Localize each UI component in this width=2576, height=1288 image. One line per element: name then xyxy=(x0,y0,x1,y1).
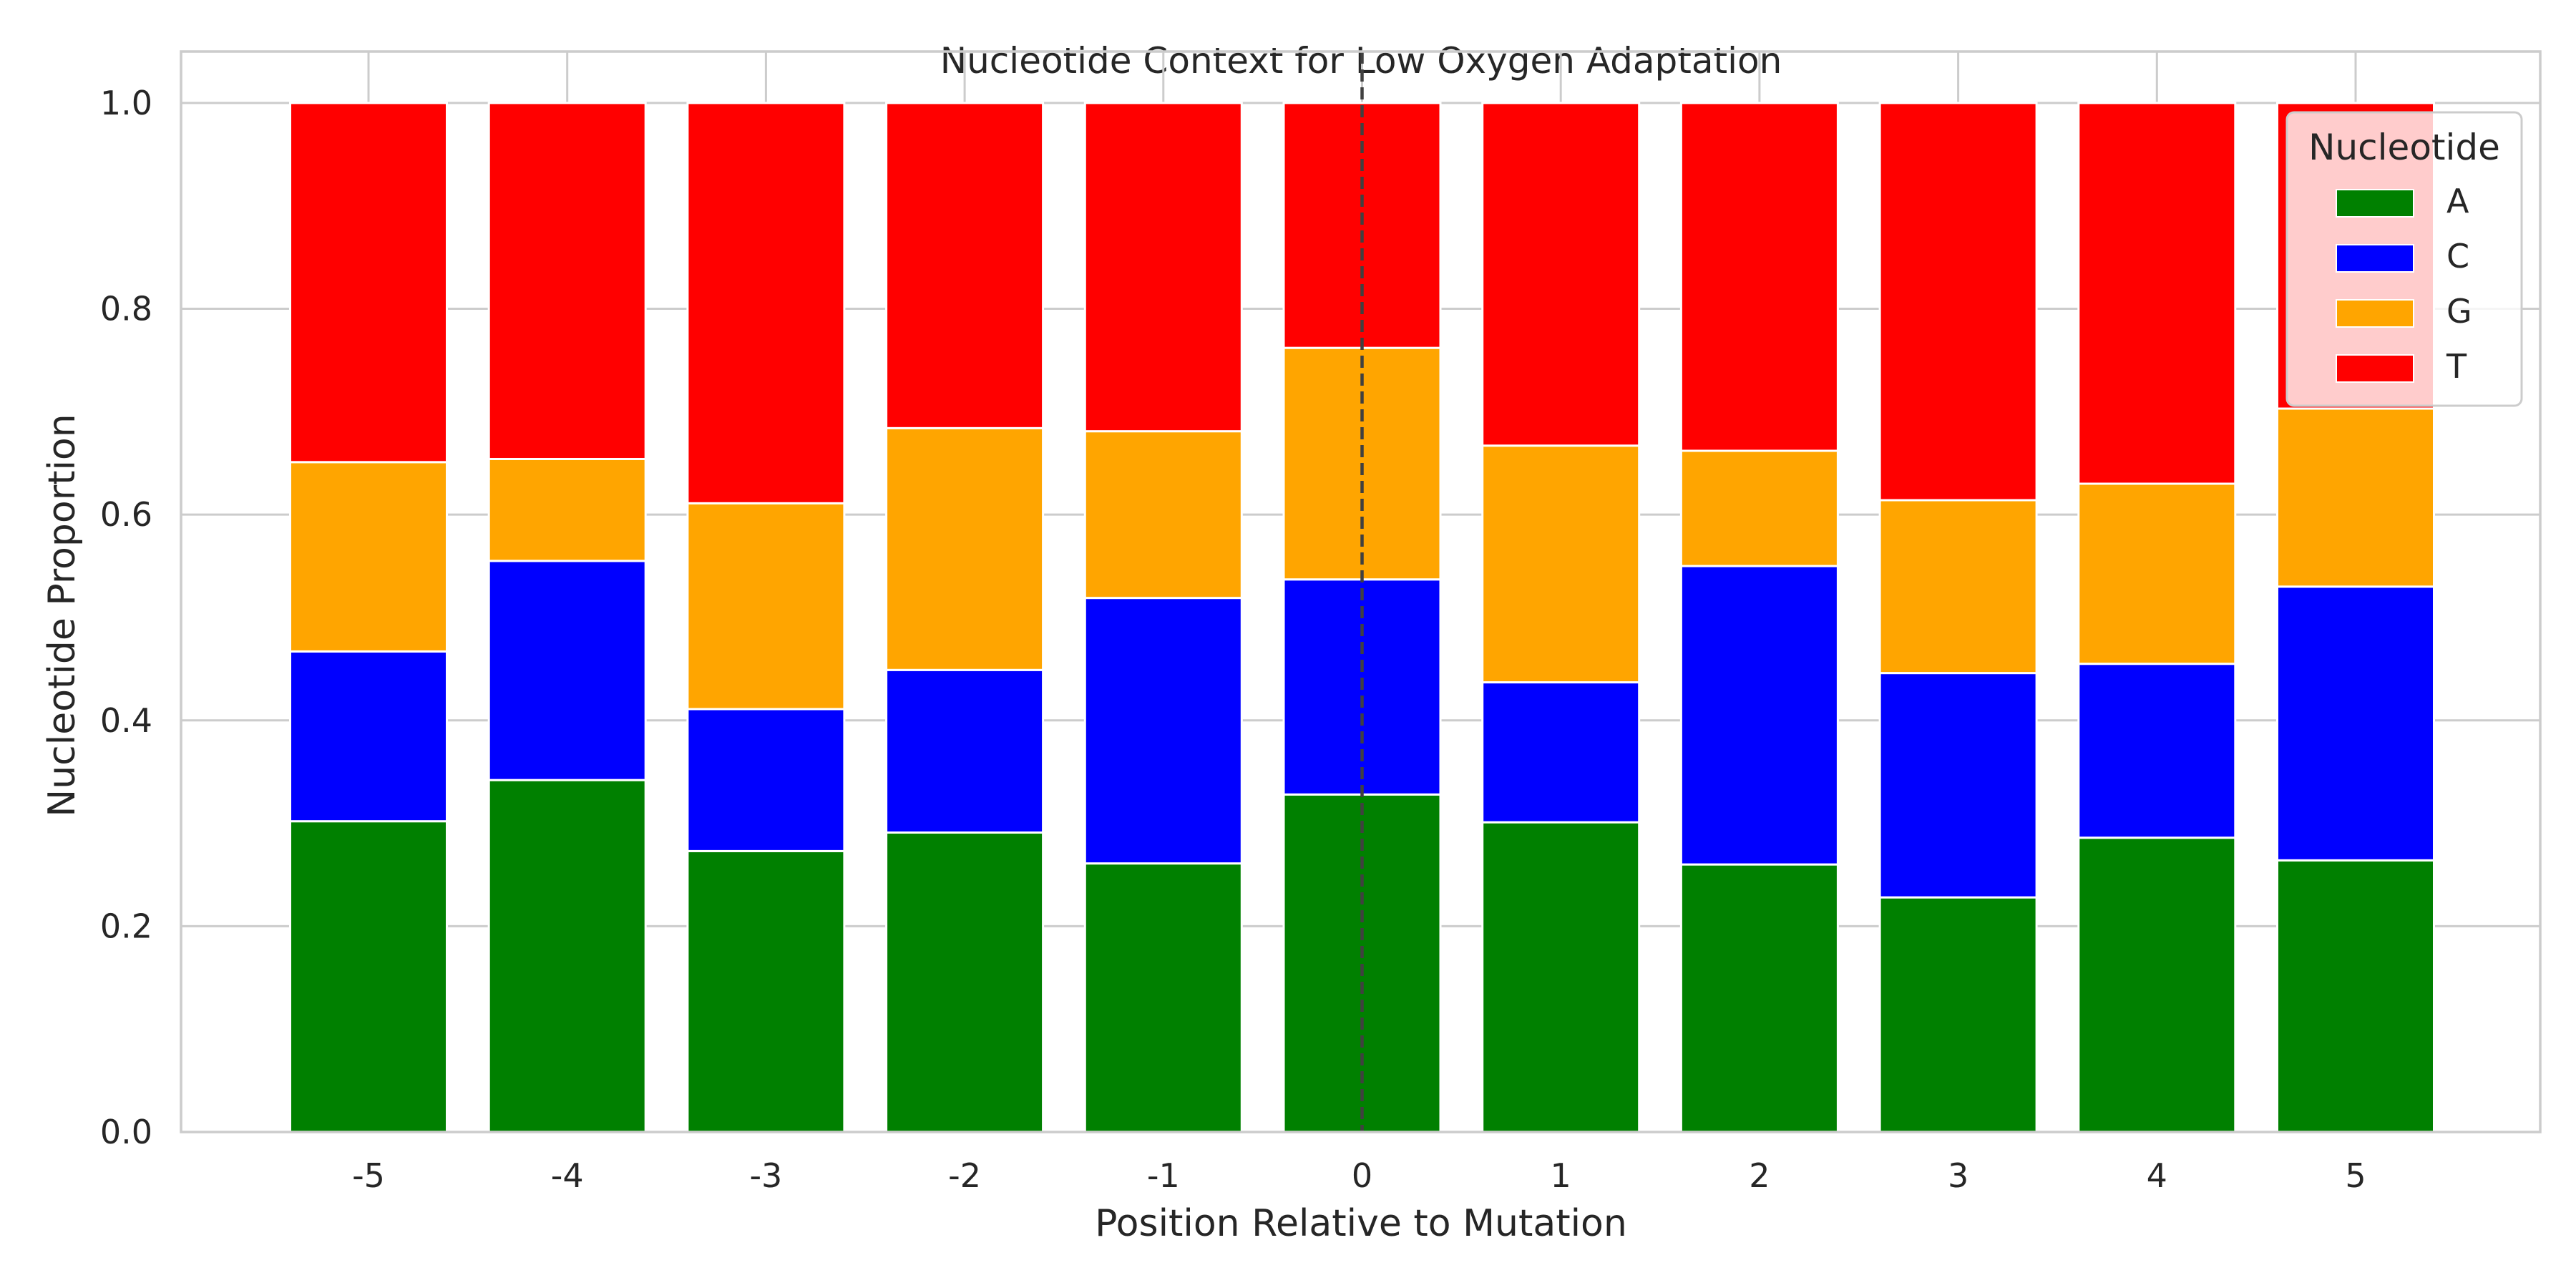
bar-segment-c-5 xyxy=(2276,585,2435,862)
legend-swatch-c xyxy=(2336,244,2414,273)
bar-segment-t-4 xyxy=(2077,102,2237,485)
bar-segment-a--4 xyxy=(487,779,647,1133)
bar-segment-a-4 xyxy=(2077,836,2237,1133)
bar-segment-t-1 xyxy=(1481,102,1641,447)
bar-segment-t--1 xyxy=(1083,102,1243,433)
bar-segment-a-5 xyxy=(2276,859,2435,1133)
y-tick-label: 0.0 xyxy=(100,1113,152,1151)
y-tick-label: 0.6 xyxy=(100,495,152,534)
legend-label-c: C xyxy=(2446,237,2469,275)
bar-segment-a--3 xyxy=(686,849,846,1133)
bar-segment-c--1 xyxy=(1083,597,1243,865)
x-tick-label: -4 xyxy=(551,1156,584,1195)
legend-title: Nucleotide xyxy=(2308,127,2500,168)
bar-segment-g--2 xyxy=(885,426,1045,671)
y-tick-label: 0.4 xyxy=(100,701,152,740)
x-tick-label: -3 xyxy=(749,1156,782,1195)
bar-segment-c-2 xyxy=(1679,565,1839,866)
legend-label-g: G xyxy=(2446,292,2472,331)
bar-segment-a--5 xyxy=(289,820,448,1133)
bar-segment-c--2 xyxy=(885,668,1045,834)
legend-swatch-t xyxy=(2336,354,2414,383)
bar-segment-g--5 xyxy=(289,461,448,653)
bar-segment-a-2 xyxy=(1679,863,1839,1133)
x-tick-label: 3 xyxy=(1948,1156,1968,1195)
bar-segments xyxy=(289,102,2435,1133)
x-axis-label: Position Relative to Mutation xyxy=(1095,1202,1627,1245)
bar-segment-c--3 xyxy=(686,708,846,852)
bar-segment-t--5 xyxy=(289,102,448,464)
bar-segment-g--4 xyxy=(487,457,647,562)
y-axis-label: Nucleotide Proportion xyxy=(41,414,84,816)
bar-segment-g-5 xyxy=(2276,407,2435,588)
bar-segment-c--5 xyxy=(289,650,448,823)
bar-segment-t-2 xyxy=(1679,102,1839,452)
bar-segment-g--3 xyxy=(686,502,846,711)
bar-segment-g--1 xyxy=(1083,430,1243,600)
x-tick-label: 2 xyxy=(1749,1156,1770,1195)
x-tick-label: 1 xyxy=(1551,1156,1571,1195)
y-tick-label: 0.2 xyxy=(100,907,152,945)
bar-segment-g-4 xyxy=(2077,482,2237,665)
bar-segment-g-3 xyxy=(1878,499,2038,675)
bar-segment-a--1 xyxy=(1083,862,1243,1133)
legend-label-t: T xyxy=(2446,347,2467,386)
bar-segment-a-1 xyxy=(1481,821,1641,1133)
plot-frame xyxy=(180,50,2542,1133)
y-tick-label: 0.8 xyxy=(100,290,152,328)
x-tick-label: 5 xyxy=(2345,1156,2366,1195)
y-tick-label: 1.0 xyxy=(100,84,152,122)
bar-segment-t--3 xyxy=(686,102,846,504)
legend-label-a: A xyxy=(2446,182,2469,220)
bar-segment-g-1 xyxy=(1481,444,1641,684)
x-tick-label: 0 xyxy=(1352,1156,1372,1195)
bar-segment-t--2 xyxy=(885,102,1045,429)
x-tick-label: -2 xyxy=(948,1156,981,1195)
x-tick-label: -5 xyxy=(352,1156,385,1195)
bar-segment-t-3 xyxy=(1878,102,2038,502)
axes-frame xyxy=(180,50,2542,1133)
legend-swatch-g xyxy=(2336,299,2414,328)
bar-segment-c-1 xyxy=(1481,681,1641,824)
legend-swatch-a xyxy=(2336,189,2414,218)
x-tick-label: -1 xyxy=(1147,1156,1180,1195)
bar-segment-a--2 xyxy=(885,831,1045,1133)
x-tick-label: 4 xyxy=(2147,1156,2167,1195)
bar-segment-c-3 xyxy=(1878,672,2038,899)
tick-labels: 0.0 0.2 0.4 0.6 0.8 1.0 -5 -4 -3 -2 -1 0 1 2 3 4 5 xyxy=(100,84,2366,1195)
bar-segment-c--4 xyxy=(487,560,647,781)
bar-segment-c-4 xyxy=(2077,663,2237,839)
bar-segment-t--4 xyxy=(487,102,647,460)
bar-segment-g-2 xyxy=(1679,449,1839,567)
bar-segment-a-3 xyxy=(1878,896,2038,1133)
